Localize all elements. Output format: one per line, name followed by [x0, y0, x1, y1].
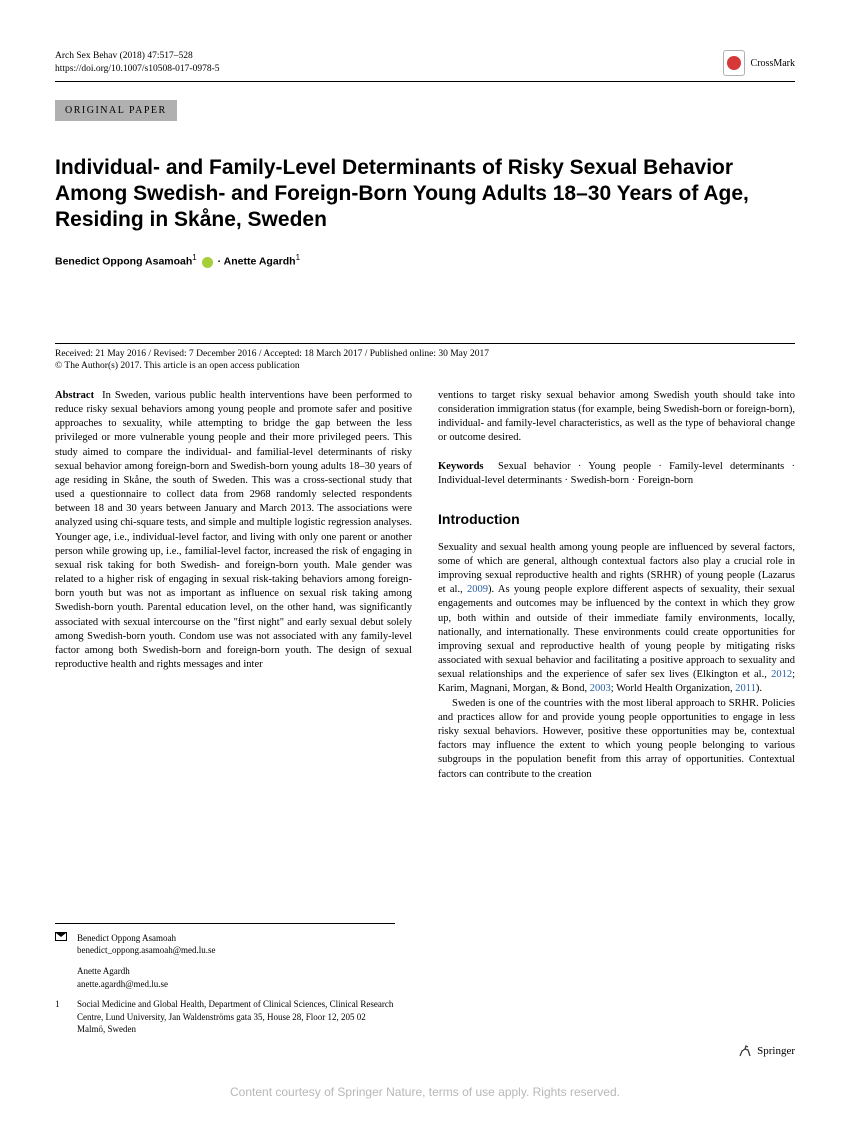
copyright-line: © The Author(s) 2017. This article is an… — [55, 361, 795, 371]
affiliation: 1 Social Medicine and Global Health, Dep… — [55, 998, 395, 1036]
crossmark-button[interactable]: CrossMark — [723, 50, 795, 76]
publisher-mark: Springer — [737, 1043, 795, 1059]
springer-icon — [737, 1043, 753, 1059]
abstract-continuation: ventions to target risky sexual behavior… — [438, 389, 795, 446]
introduction-heading: Introduction — [438, 510, 795, 529]
citation-text: Arch Sex Behav (2018) 47:517–528 — [55, 50, 220, 63]
citation-link[interactable]: 2012 — [771, 669, 792, 680]
page-header: Arch Sex Behav (2018) 47:517–528 https:/… — [55, 50, 795, 82]
body-columns: Abstract In Sweden, various public healt… — [55, 389, 795, 782]
keywords-text: Sexual behavior · Young people · Family-… — [438, 461, 795, 486]
orcid-icon[interactable] — [202, 257, 213, 268]
corresponding-author: Benedict Oppong Asamoah benedict_oppong.… — [55, 932, 395, 957]
doi-text: https://doi.org/10.1007/s10508-017-0978-… — [55, 63, 220, 76]
crossmark-label: CrossMark — [751, 58, 795, 69]
abstract-text: In Sweden, various public health interve… — [55, 390, 412, 670]
corresponding-author: Anette Agardh anette.agardh@med.lu.se — [55, 965, 395, 990]
affiliation-ref: 1 — [192, 253, 196, 262]
intro-paragraph: Sweden is one of the countries with the … — [438, 697, 795, 782]
author-name: Anette Agardh — [224, 256, 296, 268]
corr-author-name: Benedict Oppong Asamoah — [77, 933, 176, 943]
intro-paragraph: Sexuality and sexual health among young … — [438, 541, 795, 697]
corr-author-email: anette.agardh@med.lu.se — [77, 978, 395, 991]
affiliation-text: Social Medicine and Global Health, Depar… — [77, 998, 395, 1036]
citation-link[interactable]: 2011 — [735, 683, 756, 694]
publication-dates: Received: 21 May 2016 / Revised: 7 Decem… — [55, 343, 795, 359]
left-column: Abstract In Sweden, various public healt… — [55, 389, 412, 782]
watermark-text: Content courtesy of Springer Nature, ter… — [0, 1085, 850, 1099]
keywords-block: Keywords Sexual behavior · Young people … — [438, 460, 795, 488]
corr-author-email: benedict_oppong.asamoah@med.lu.se — [77, 944, 395, 957]
abstract-paragraph: Abstract In Sweden, various public healt… — [55, 389, 412, 672]
keywords-label: Keywords — [438, 461, 484, 472]
corr-author-name: Anette Agardh — [77, 966, 130, 976]
envelope-icon — [55, 932, 69, 957]
author-name: Benedict Oppong Asamoah — [55, 256, 192, 268]
abstract-label: Abstract — [55, 390, 94, 401]
footnote-block: Benedict Oppong Asamoah benedict_oppong.… — [55, 923, 395, 1044]
affiliation-ref: 1 — [296, 253, 300, 262]
citation-block: Arch Sex Behav (2018) 47:517–528 https:/… — [55, 50, 220, 77]
right-column: ventions to target risky sexual behavior… — [438, 389, 795, 782]
citation-link[interactable]: 2003 — [590, 683, 611, 694]
publisher-name: Springer — [757, 1045, 795, 1057]
author-list: Benedict Oppong Asamoah1 · Anette Agardh… — [55, 253, 795, 268]
affiliation-number: 1 — [55, 998, 69, 1036]
paper-title: Individual- and Family-Level Determinant… — [55, 155, 795, 234]
citation-link[interactable]: 2009 — [467, 584, 488, 595]
paper-type-badge: ORIGINAL PAPER — [55, 100, 177, 121]
crossmark-icon — [723, 50, 745, 76]
